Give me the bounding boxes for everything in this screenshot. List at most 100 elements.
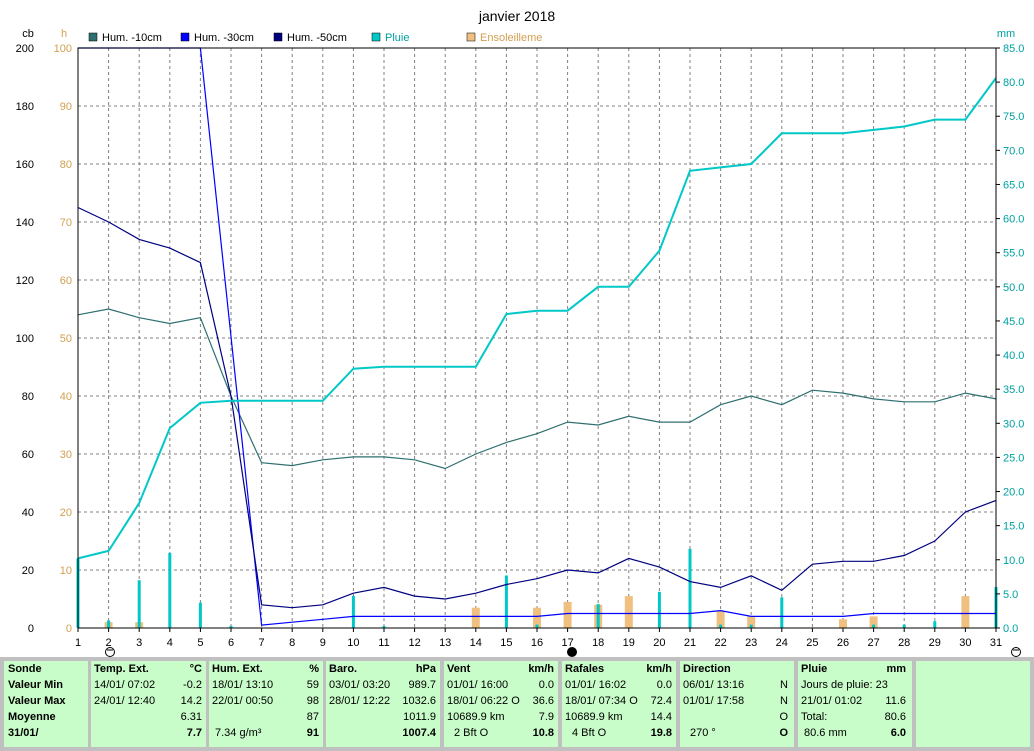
legend-swatch (466, 32, 476, 42)
rain-bar (749, 624, 753, 628)
baro-max-time: 28/01/ 12:22 (329, 695, 391, 707)
legend-label: Ensoleilleme (480, 32, 542, 44)
sunshine-bar (839, 619, 847, 628)
y-tick-label-mm: 20.0 (1003, 487, 1024, 499)
y-tick-label-h: 90 (60, 101, 72, 113)
day-markers (105, 647, 1021, 657)
y-tick-label-h: 70 (60, 217, 72, 229)
hum-max-time: 22/01/ 00:50 (212, 695, 274, 707)
rain-bar (688, 548, 692, 628)
navigate-right-icon[interactable] (1011, 647, 1021, 657)
grid (77, 47, 997, 629)
sunshine-bar (624, 596, 633, 628)
baro-min-value: 989.7 (408, 679, 436, 691)
chart-title: janvier 2018 (478, 8, 555, 24)
legend-swatch (88, 32, 98, 42)
hum-min-time: 18/01/ 13:10 (212, 679, 274, 691)
stats-sonde: Sonde Valeur Min Valeur Max Moyenne 31/0… (4, 661, 88, 747)
rain-bar (933, 621, 937, 628)
rafales-unit: km/h (646, 663, 672, 675)
vent-avg: 7.9 (538, 711, 554, 723)
baro-min-time: 03/01/ 03:20 (329, 679, 391, 691)
rain-bar (657, 591, 661, 628)
vent-max-value: 36.6 (532, 695, 554, 707)
vent-min-time: 01/01/ 16:00 (447, 679, 509, 691)
navigate-left-icon[interactable] (105, 647, 115, 657)
sunshine-bar (563, 601, 572, 628)
hum-title: Hum. Ext. (212, 663, 263, 675)
pluie-title: Pluie (801, 663, 828, 675)
baro-unit: hPa (415, 663, 436, 675)
rain-bar (168, 552, 172, 628)
x-tick-label: 18 (592, 637, 604, 649)
y-tick-label-mm: 25.0 (1003, 452, 1024, 464)
hum-min-value: 59 (306, 679, 319, 691)
hours-axis-unit: h (61, 28, 67, 40)
left-axis-unit: cb (22, 28, 34, 40)
x-tick-label: 29 (929, 637, 941, 649)
rain-bar (535, 624, 539, 628)
rain-bar (137, 580, 141, 628)
y-tick-label-cb: 0 (28, 623, 34, 635)
baro-avg: 1011.9 (403, 711, 436, 723)
chart-background (0, 0, 1034, 657)
y-tick-label-cb: 40 (22, 507, 34, 519)
sunshine-bar (471, 607, 480, 628)
y-tick-label-mm: 75.0 (1003, 111, 1024, 123)
temp-title: Temp. Ext. (94, 663, 149, 675)
y-tick-label-mm: 30.0 (1003, 418, 1024, 430)
rafales-min-value: 0.0 (656, 679, 672, 691)
hum-current: 91 (306, 727, 319, 739)
rain-bar (872, 624, 876, 628)
y-tick-label-h: 60 (60, 275, 72, 287)
temp-max-time: 24/01/ 12:40 (94, 695, 156, 707)
temp-min-value: -0.2 (183, 679, 202, 691)
direction-max-time: 01/01/ 17:58 (683, 695, 745, 707)
temp-current: 7.7 (186, 727, 202, 739)
y-tick-label-mm: 0.0 (1003, 623, 1018, 635)
hum-unit: % (309, 663, 319, 675)
y-tick-label-cb: 100 (16, 333, 34, 345)
series-line (78, 47, 996, 626)
hum-max-value: 98 (306, 695, 319, 707)
rafales-title: Rafales (565, 663, 605, 675)
y-tick-label-mm: 5.0 (1003, 589, 1018, 601)
y-tick-label-mm: 65.0 (1003, 179, 1024, 191)
rafales-current: 19.8 (650, 727, 672, 739)
chart: 1 2 3 4 5 6 7 8 9 10 11 12 13 14 15 16 17 18 19 20 21 22 23 24 2… (0, 0, 1034, 657)
x-tick-label: 20 (653, 637, 665, 649)
x-tick-label: 25 (806, 637, 818, 649)
direction-degrees: 270 ° (690, 727, 716, 739)
avg-label: Moyenne (8, 711, 56, 723)
direction-min-time: 06/01/ 13:16 (683, 679, 745, 691)
vent-current: 10.8 (532, 727, 554, 739)
rain-bar (780, 597, 784, 628)
rain-bar (382, 625, 386, 628)
legend: Hum. -10cm Hum. -30cm Hum. -50cm Pluie Ensol… (88, 32, 542, 44)
rain-bar (198, 602, 202, 628)
y-tick-label-cb: 160 (16, 159, 34, 171)
rafales-max-value: 72.4 (650, 695, 672, 707)
rafales-avg: 14.4 (650, 711, 672, 723)
x-tick-label: 5 (197, 637, 203, 649)
y-tick-label-cb: 180 (16, 101, 34, 113)
y-tick-label-mm: 45.0 (1003, 316, 1024, 328)
temp-max-value: 14.2 (180, 695, 202, 707)
stats-hum: Hum. Ext.% 18/01/ 13:10 59 22/01/ 00:50 98… (209, 661, 323, 747)
pluie-unit: mm (886, 663, 906, 675)
bars-layer (76, 548, 998, 628)
x-tick-label: 10 (347, 637, 359, 649)
pluie-total-value: 80.6 (884, 711, 906, 723)
temp-unit: °C (189, 663, 202, 675)
y-tick-label-mm: 85.0 (1003, 43, 1024, 55)
x-tick-label: 26 (837, 637, 849, 649)
legend-swatch (371, 32, 381, 42)
x-tick-label: 17 (561, 637, 573, 649)
lines-layer (77, 47, 997, 626)
x-tick-label: 6 (228, 637, 234, 649)
y-tick-label-h: 10 (60, 565, 72, 577)
vent-title: Vent (447, 663, 471, 675)
y-tick-label-mm: 35.0 (1003, 384, 1024, 396)
y-tick-label-h: 40 (60, 391, 72, 403)
pluie-total-label: Total: (801, 711, 828, 723)
